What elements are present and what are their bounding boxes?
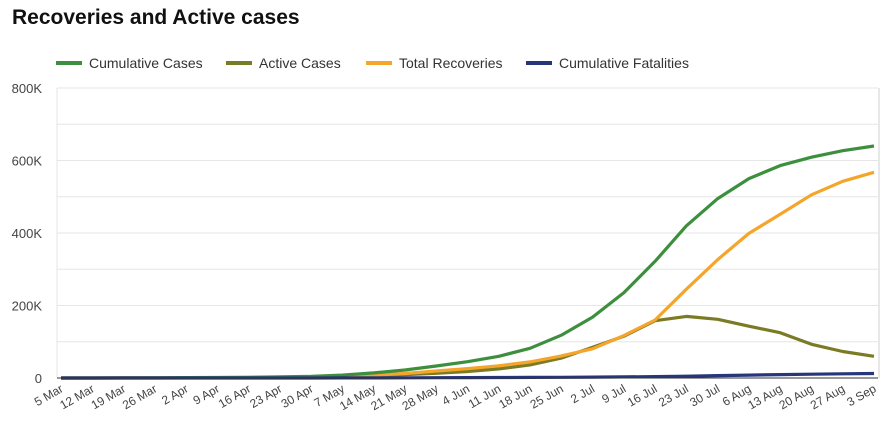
x-tick-label: 30 Jul — [687, 381, 722, 409]
legend-label: Total Recoveries — [399, 55, 503, 71]
x-tick-label: 9 Apr — [191, 381, 222, 407]
x-tick-label: 9 Jul — [599, 381, 628, 406]
y-tick-label: 400K — [12, 226, 43, 241]
x-tick-label: 30 Apr — [279, 381, 316, 410]
x-tick-label: 11 Jun — [466, 381, 503, 411]
x-tick-label: 26 Mar — [120, 381, 159, 412]
x-tick-label: 23 Jul — [656, 381, 691, 409]
x-tick-label: 25 Jun — [528, 381, 566, 411]
x-tick-label: 16 Jul — [625, 381, 660, 409]
x-tick-label: 18 Jun — [496, 381, 534, 411]
chart-title: Recoveries and Active cases — [12, 6, 300, 29]
x-tick-label: 2 Jul — [568, 381, 597, 406]
y-tick-label: 600K — [12, 154, 43, 169]
x-tick-label: 20 Aug — [777, 381, 816, 412]
x-tick-label: 12 Mar — [57, 381, 96, 412]
x-tick-label: 13 Aug — [745, 381, 784, 412]
x-tick-label: 3 Sep — [844, 381, 878, 409]
series-line-cumulative-fatalities — [61, 371, 875, 380]
legend-label: Cumulative Fatalities — [559, 55, 689, 71]
x-tick-label: 19 Mar — [89, 381, 128, 412]
x-tick-label: 23 Apr — [247, 381, 284, 410]
series-line-total-recoveries — [61, 170, 875, 380]
y-tick-label: 200K — [12, 299, 43, 314]
legend-label: Cumulative Cases — [89, 55, 203, 71]
x-tick-label: 27 Aug — [808, 381, 847, 412]
x-tick-label: 4 Jun — [440, 381, 472, 408]
x-tick-label: 2 Apr — [159, 381, 190, 407]
legend-label: Active Cases — [259, 55, 341, 71]
y-tick-label: 0 — [35, 371, 42, 386]
x-tick-label: 28 May — [400, 381, 441, 413]
y-tick-label: 800K — [12, 81, 43, 96]
x-tick-label: 16 Apr — [216, 381, 253, 410]
series-line-cumulative-cases — [61, 144, 875, 380]
